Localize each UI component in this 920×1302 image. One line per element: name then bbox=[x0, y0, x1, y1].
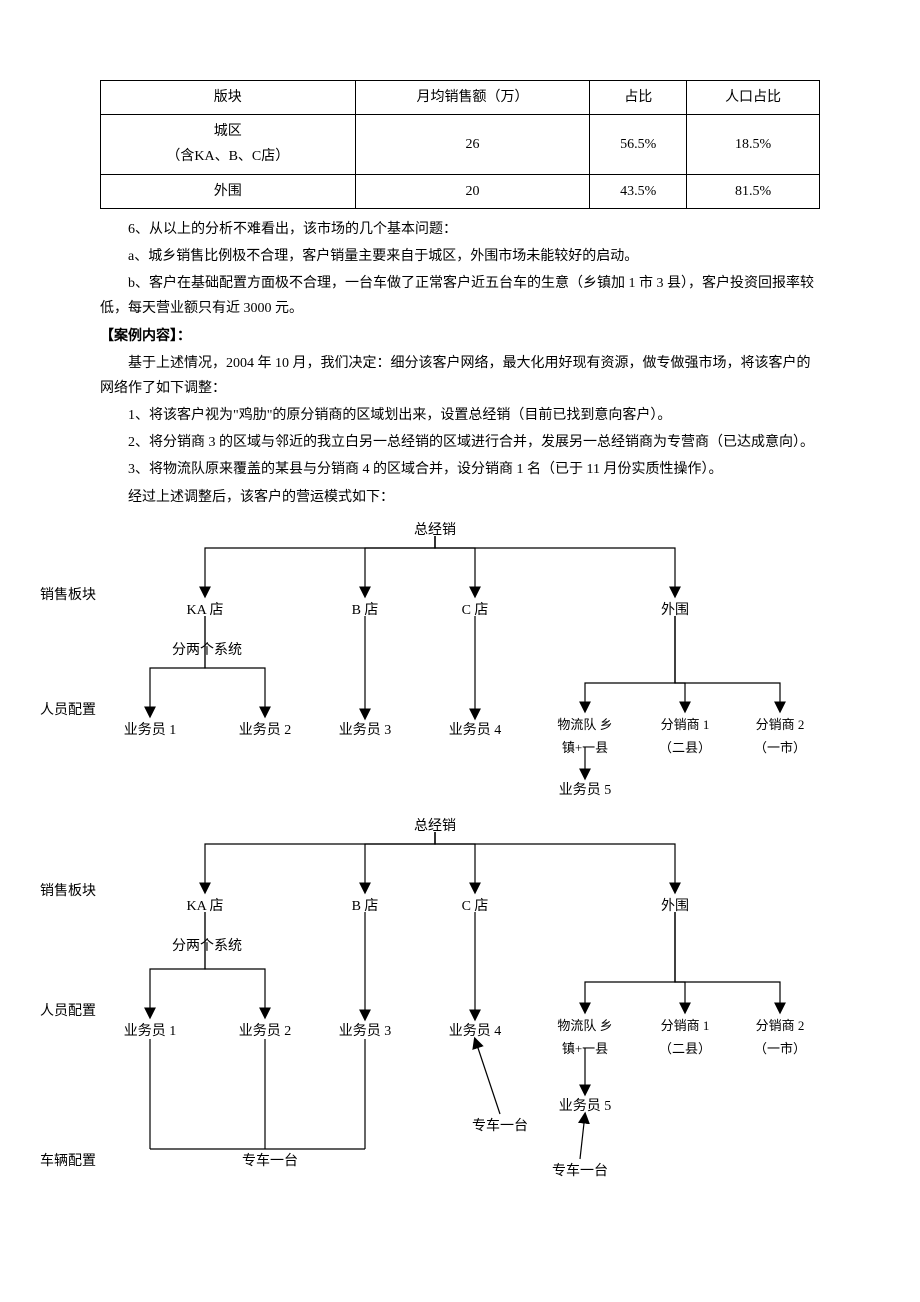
table-cell: 20 bbox=[355, 174, 590, 208]
paragraph: 3、将物流队原来覆盖的某县与分销商 4 的区域合并，设分销商 1 名（已于 11… bbox=[100, 457, 820, 482]
paragraph: 1、将该客户视为"鸡肋"的原分销商的区域划出来，设置总经销（目前已找到意向客户）… bbox=[100, 403, 820, 428]
row-label: 销售板块 bbox=[40, 879, 96, 904]
col-header: 版块 bbox=[101, 81, 356, 115]
paragraph: 2、将分销商 3 的区域与邻近的我立白另一总经销的区域进行合并，发展另一总经销商… bbox=[100, 430, 820, 455]
table-body: 城区（含KA、B、C店）2656.5%18.5%外围2043.5%81.5% bbox=[101, 115, 820, 209]
case-heading: 【案例内容】： bbox=[100, 324, 820, 349]
table-cell: 81.5% bbox=[687, 174, 820, 208]
org-diagram-1: 销售板块人员配置总经销KA 店B 店C 店外围分两个系统业务员 1业务员 2业务… bbox=[100, 518, 820, 798]
table-header-row: 版块 月均销售额（万） 占比 人口占比 bbox=[101, 81, 820, 115]
table-row: 外围2043.5%81.5% bbox=[101, 174, 820, 208]
table-row: 城区（含KA、B、C店）2656.5%18.5% bbox=[101, 115, 820, 174]
paragraph: a、城乡销售比例极不合理，客户销量主要来自于城区，外围市场未能较好的启动。 bbox=[100, 244, 820, 269]
table-cell: 城区（含KA、B、C店） bbox=[101, 115, 356, 174]
case-label: 【案例内容】： bbox=[100, 329, 191, 344]
paragraph: b、客户在基础配置方面极不合理，一台车做了正常客户近五台车的生意（乡镇加 1 市… bbox=[100, 271, 820, 321]
paragraph: 基于上述情况，2004 年 10 月，我们决定：细分该客户网络，最大化用好现有资… bbox=[100, 351, 820, 401]
diagram-edges bbox=[100, 518, 820, 798]
row-label: 车辆配置 bbox=[40, 1149, 96, 1174]
org-diagram-2: 销售板块人员配置车辆配置总经销KA 店B 店C 店外围分两个系统业务员 1业务员… bbox=[100, 814, 820, 1204]
table-cell: 43.5% bbox=[590, 174, 687, 208]
row-label: 人员配置 bbox=[40, 698, 96, 723]
table-cell: 外围 bbox=[101, 174, 356, 208]
diagram-edges bbox=[100, 814, 820, 1204]
col-header: 月均销售额（万） bbox=[355, 81, 590, 115]
col-header: 人口占比 bbox=[687, 81, 820, 115]
table-cell: 26 bbox=[355, 115, 590, 174]
sales-table: 版块 月均销售额（万） 占比 人口占比 城区（含KA、B、C店）2656.5%1… bbox=[100, 80, 820, 209]
table-cell: 18.5% bbox=[687, 115, 820, 174]
col-header: 占比 bbox=[590, 81, 687, 115]
paragraph: 6、从以上的分析不难看出，该市场的几个基本问题： bbox=[100, 217, 820, 242]
table-cell: 56.5% bbox=[590, 115, 687, 174]
paragraph: 经过上述调整后，该客户的营运模式如下： bbox=[100, 485, 820, 510]
row-label: 销售板块 bbox=[40, 583, 96, 608]
row-label: 人员配置 bbox=[40, 999, 96, 1024]
